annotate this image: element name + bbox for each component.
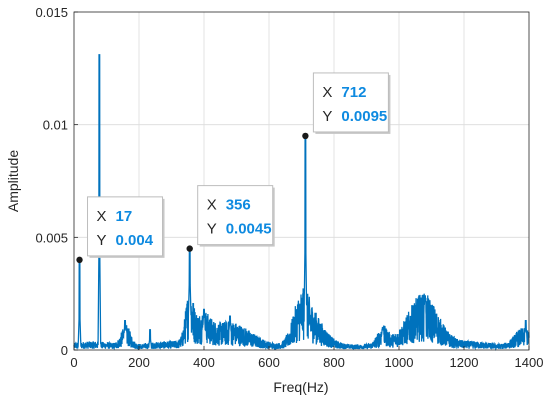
x-axis-label: Freq(Hz) xyxy=(273,379,328,395)
datatip[interactable]: X 712 Y 0.0095 xyxy=(302,72,391,140)
datatip-y-key: Y xyxy=(207,221,217,238)
spectrum-series xyxy=(73,54,530,352)
datatip-marker xyxy=(186,245,193,252)
x-tick-label: 200 xyxy=(128,355,150,370)
datatip-y-key: Y xyxy=(97,232,107,249)
x-tick-label: 800 xyxy=(323,355,345,370)
datatip-x-key: X xyxy=(207,197,217,214)
datatip-marker xyxy=(302,132,309,140)
y-tick-label: 0.015 xyxy=(35,5,68,20)
datatip-y-value: 0.0095 xyxy=(341,108,387,125)
y-axis-ticks: 0 0.005 0.01 0.015 xyxy=(35,5,78,358)
datatip-x-value: 17 xyxy=(116,208,133,225)
plot-frame xyxy=(73,11,530,351)
datatip-y-value: 0.0045 xyxy=(226,221,272,238)
datatip-y-value: 0.004 xyxy=(116,232,154,249)
datatip-marker xyxy=(76,256,83,264)
x-tick-label: 600 xyxy=(258,355,280,370)
y-axis-label: Amplitude xyxy=(5,150,21,212)
datatip-box xyxy=(87,196,164,257)
datatips: X 17 Y 0.004 X 356 Y 0.0045 X 712 Y 0.0095 xyxy=(76,72,391,264)
datatip[interactable]: X 17 Y 0.004 xyxy=(76,196,165,264)
datatip-x-key: X xyxy=(322,84,332,101)
datatip-x-value: 712 xyxy=(341,84,366,101)
datatip-x-value: 356 xyxy=(226,197,251,214)
datatip-box xyxy=(197,185,274,246)
spectrum-line xyxy=(73,54,530,352)
x-tick-label: 1400 xyxy=(515,355,544,370)
x-tick-label: 0 xyxy=(70,355,77,370)
plot-background xyxy=(74,12,529,350)
x-axis-ticks: 0 200 400 600 800 1000 1200 1400 xyxy=(70,346,543,370)
grid-lines xyxy=(74,12,529,350)
y-tick-label: 0.01 xyxy=(43,118,68,133)
y-tick-label: 0.005 xyxy=(35,230,68,245)
datatip-box xyxy=(312,72,389,133)
x-tick-label: 1000 xyxy=(385,355,414,370)
datatip[interactable]: X 356 Y 0.0045 xyxy=(186,185,275,252)
datatip-y-key: Y xyxy=(322,108,332,125)
y-tick-label: 0 xyxy=(61,343,68,358)
datatip-x-key: X xyxy=(97,208,107,225)
x-tick-label: 1200 xyxy=(450,355,479,370)
x-tick-label: 400 xyxy=(193,355,215,370)
